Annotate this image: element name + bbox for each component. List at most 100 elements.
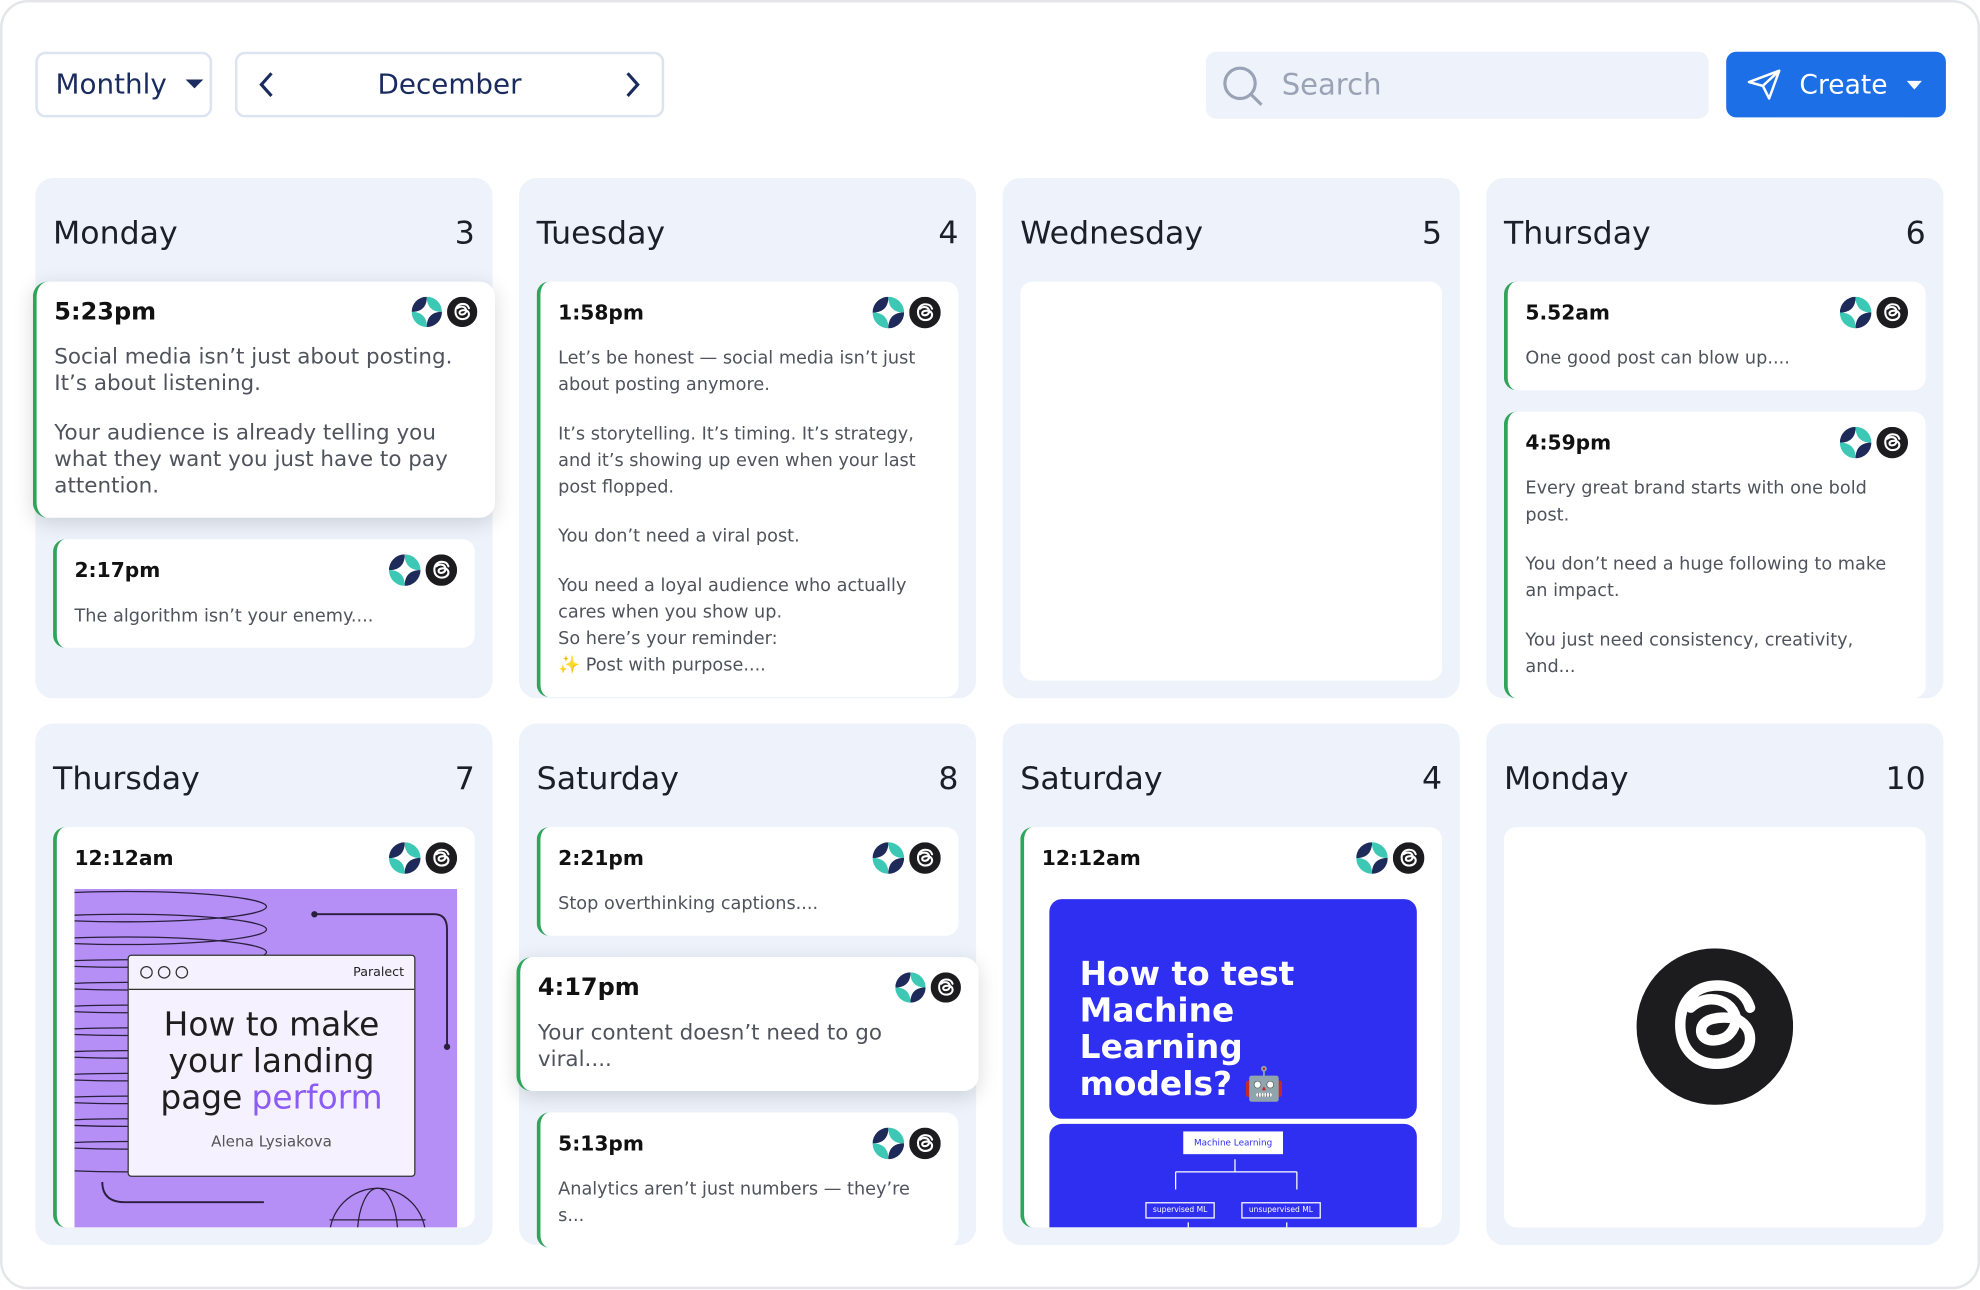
post-text: Let’s be honest — social media isn’t jus… [558,346,941,679]
view-dropdown[interactable]: Monthly [35,51,213,118]
post-card[interactable]: 4:59pm Every great brand starts with one … [1503,411,1926,699]
empty-slot [1020,281,1443,681]
threads-icon [909,296,941,329]
paragraph: You don’t need a huge following to make … [1525,552,1908,605]
day-panel: Thursday 6 5.52am One good post can blow up… [1486,178,1944,699]
day-header: Tuesday 4 [537,178,959,282]
text-line: Analytics aren’t just numbers — they’re … [558,1179,910,1227]
post-card[interactable]: 5:13pm Analytics aren’t just numbers — th… [536,1112,959,1248]
post-card[interactable]: 5.52am One good post can blow up.... [1503,281,1926,391]
window-dots [140,966,189,979]
prev-button[interactable] [258,71,276,99]
image-diagram: Machine Learning supervised ML unsupervise… [1049,1123,1417,1228]
image-brand: Paralect [353,965,405,980]
text-line: You don’t need a viral post. [558,526,800,547]
threads-icon [1636,947,1794,1105]
post-header: 2:17pm [75,554,458,586]
post-text: Analytics aren’t just numbers — they’re … [558,1177,941,1230]
day-panel: Thursday 7 12:12am Paralect How to make your… [35,723,493,1246]
day-name: Thursday [1503,214,1651,251]
threads-icon [1392,842,1425,874]
text-line: You need a loyal audience who actually c… [558,575,907,623]
post-card[interactable]: 12:12am How to test Machine Learning mode… [1020,827,1443,1228]
paragraph: Stop overthinking captions.... [558,892,941,919]
app-icon [895,972,926,1003]
paragraph: You just need consistency, creativity, a… [1525,628,1908,681]
day-header: Wednesday 5 [1020,178,1442,282]
search-box[interactable]: Search [1205,51,1709,119]
text-line: ✨ Post with purpose.... [558,655,766,676]
app-icon [388,554,421,586]
app-icon [1839,426,1872,459]
caret [1906,80,1922,90]
post-list: 12:12am Paralect How to make your landing … [53,827,475,1228]
image-author: Alena Lysiakova [211,1132,332,1151]
next-button[interactable] [624,71,642,99]
post-time: 4:59pm [1525,430,1612,455]
post-header: 4:59pm [1525,426,1909,459]
text-line: It’s about listening. [54,371,262,397]
post-card[interactable]: 2:21pm Stop overthinking captions.... [536,827,959,936]
post-list [1503,827,1926,1228]
post-card[interactable]: 12:12am Paralect How to make your landing … [53,827,475,1228]
image-title: How to make your landing page perform [129,1007,414,1118]
post-image: How to test Machine Learning models? 🤖 Ma… [1042,892,1425,1228]
app-icon [872,1127,905,1160]
app-icon [1839,296,1872,329]
paragraph: Social media isn’t just about posting. It… [54,345,477,398]
post-time: 12:12am [74,846,174,871]
image-titlebar: Paralect [128,956,415,991]
day-panel: Tuesday 4 1:58pm Let’s be honest — social m… [518,178,977,699]
day-name: Thursday [53,759,200,797]
paragraph: Every great brand starts with one bold p… [1525,476,1908,529]
post-list: 12:12am How to test Machine Learning mode… [1020,827,1443,1228]
month-nav: December [234,51,665,118]
post-header: 12:12am [1042,842,1425,874]
post-card[interactable]: 4:17pm Your content doesn’t need to go vi… [516,957,979,1092]
day-panel: Monday 3 5:23pm Social media isn’t just abo… [32,178,496,699]
platform-icons [1356,842,1425,874]
platform-icons [872,842,941,874]
post-card[interactable]: 2:17pm The algorithm isn’t your enemy.... [53,539,475,648]
create-label: Create [1799,69,1888,100]
day-header: Monday 10 [1504,724,1926,828]
paragraph: Your content doesn’t need to go viral...… [538,1020,961,1073]
post-header: 2:21pm [558,842,941,874]
day-panel: Saturday 4 12:12am How to test Machine Lear… [1002,723,1460,1246]
day-header: Saturday 8 [537,724,959,828]
diagram-branch: unsupervised ML [1241,1202,1321,1219]
day-name: Monday [53,214,178,251]
paragraph: Let’s be honest — social media isn’t jus… [558,346,941,399]
create-button[interactable]: Create [1726,51,1946,118]
post-card[interactable]: 1:58pm Let’s be honest — social media isn… [536,281,959,698]
text-line: Your audience is already telling you wha… [54,420,448,499]
day-header: Saturday 4 [1020,724,1442,828]
threads-icon [930,972,961,1003]
post-header: 1:58pm [558,296,941,329]
post-card[interactable]: 5:23pm Social media isn’t just about post… [32,281,496,518]
day-panel: Saturday 8 2:21pm Stop overthinking caption… [516,723,979,1248]
platform-icons [872,1127,941,1160]
app-icon [872,842,905,874]
post-time: 5.52am [1525,300,1610,325]
caret [185,79,204,89]
platform-icons [1839,296,1909,329]
day-name: Wednesday [1020,214,1204,251]
paragraph: The algorithm isn’t your enemy.... [75,604,458,631]
day-date: 10 [1885,759,1926,797]
empty-slot [1503,827,1926,1228]
threads-icon [909,842,941,874]
paragraph: Analytics aren’t just numbers — they’re … [558,1177,941,1230]
text-line: So here’s your reminder: [558,628,778,650]
day-header: Thursday 6 [1504,178,1926,282]
app-icon [411,296,442,328]
day-date: 5 [1421,214,1443,251]
day-name: Monday [1503,759,1629,797]
app-icon [1356,842,1388,874]
platform-icons [411,296,478,328]
post-text: The algorithm isn’t your enemy.... [75,604,458,631]
paragraph: You don’t need a viral post. [558,524,941,551]
post-image: Paralect How to make your landing page per… [74,888,458,1228]
threads-icon [909,1127,941,1160]
day-date: 7 [454,759,475,797]
